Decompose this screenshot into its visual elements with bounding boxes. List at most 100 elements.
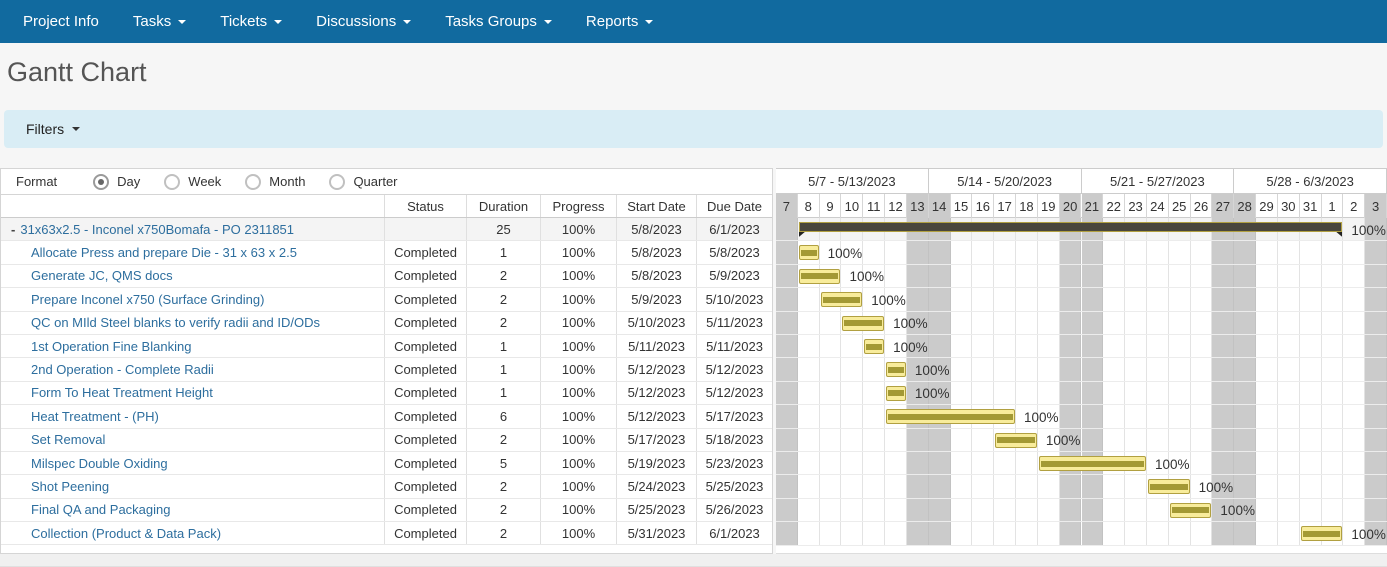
gantt-summary-bar[interactable] [798, 222, 1343, 232]
gantt-task-bar[interactable] [1147, 479, 1190, 495]
collapse-toggle-icon[interactable]: - [11, 221, 16, 237]
due-date-cell: 5/18/2023 [696, 428, 772, 451]
start-date-cell: 5/31/2023 [616, 522, 696, 545]
table-row: Allocate Press and prepare Die - 31 x 63… [1, 241, 772, 265]
gantt-task-bar[interactable] [798, 268, 841, 284]
day-column [1278, 218, 1300, 546]
start-date-cell: 5/8/2023 [616, 218, 696, 241]
start-date-cell: 5/17/2023 [616, 428, 696, 451]
task-name-link[interactable]: 2nd Operation - Complete Radii [31, 362, 214, 378]
gantt-task-bar[interactable] [842, 315, 885, 331]
day-column [1016, 218, 1038, 546]
day-column [798, 218, 820, 546]
radio-icon[interactable] [245, 173, 262, 190]
day-column [863, 218, 886, 546]
format-radio-quarter[interactable]: Quarter [329, 173, 398, 190]
progress-cell: 100% [540, 288, 616, 311]
nav-item-label: Tickets [220, 13, 268, 30]
gantt-bar-percent-label: 100% [871, 292, 906, 308]
nav-item-discussions[interactable]: Discussions [299, 0, 428, 43]
week-range-label: 5/28 - 6/3/2023 [1234, 169, 1387, 194]
row-separator [776, 499, 1387, 523]
gantt-task-bar[interactable] [995, 432, 1037, 448]
format-radio-month[interactable]: Month [245, 173, 305, 190]
task-name-link[interactable]: Set Removal [31, 432, 106, 448]
radio-icon[interactable] [93, 173, 110, 190]
task-name-cell: QC on MIld Steel blanks to verify radii … [1, 315, 384, 330]
progress-cell: 100% [540, 498, 616, 522]
start-date-cell: 5/12/2023 [616, 358, 696, 381]
day-number-label: 28 [1234, 194, 1257, 218]
progress-cell: 100% [540, 358, 616, 381]
task-name-link[interactable]: Shot Peening [31, 478, 110, 494]
navbar: Project Info Tasks Tickets Discussions Tasks… [0, 0, 1387, 43]
day-number-label: 18 [1016, 194, 1038, 218]
nav-item-project-info[interactable]: Project Info [6, 0, 116, 43]
gantt-bar-progress [866, 343, 883, 350]
day-column [841, 218, 864, 546]
gantt-day-header: 7 8 9 10 11 12 13 14 15 16 17 18 19 20 21 22 23 24 25 26 27 2… [776, 194, 1387, 218]
duration-cell: 2 [466, 428, 540, 451]
due-date-cell: 5/11/2023 [696, 311, 772, 334]
gantt-task-bar[interactable] [1038, 456, 1146, 471]
day-column [1300, 218, 1322, 546]
row-separator [776, 522, 1387, 546]
table-row: Final QA and Packaging Completed 2 100% 5/25… [1, 498, 772, 523]
task-name-link[interactable]: Final QA and Packaging [31, 502, 171, 518]
day-number-label: 13 [906, 194, 929, 218]
duration-cell: 2 [466, 522, 540, 545]
filters-dropdown[interactable]: Filters [4, 110, 1383, 148]
day-number-label: 16 [972, 194, 995, 218]
task-name-link[interactable]: Allocate Press and prepare Die - 31 x 63… [31, 245, 297, 261]
task-name-link[interactable]: Generate JC, QMS docs [31, 268, 173, 284]
gantt-task-bar[interactable] [1169, 502, 1212, 518]
radio-icon[interactable] [164, 173, 181, 190]
header-duration: Duration [466, 195, 540, 217]
task-name-link[interactable]: 31x63x2.5 - Inconel x750Bomafa - PO 2311… [20, 221, 295, 237]
gantt-bar-percent-label: 100% [893, 316, 928, 332]
table-row: QC on MIld Steel blanks to verify radii … [1, 311, 772, 335]
duration-cell: 1 [466, 381, 540, 405]
row-separator [776, 335, 1387, 359]
task-name-link[interactable]: QC on MIld Steel blanks to verify radii … [31, 315, 321, 331]
due-date-cell: 5/8/2023 [696, 241, 772, 264]
format-radio-week[interactable]: Week [164, 173, 221, 190]
gantt-task-bar[interactable] [864, 339, 885, 354]
duration-cell: 6 [466, 405, 540, 428]
gantt-bar-progress [1149, 483, 1188, 490]
gantt-task-bar[interactable] [886, 385, 906, 401]
format-radio-day[interactable]: Day [93, 173, 140, 190]
task-name-link[interactable]: Heat Treatment - (PH) [31, 408, 159, 424]
gantt-task-bar[interactable] [886, 362, 906, 378]
gantt-bar-percent-label: 100% [1154, 456, 1190, 472]
gantt-task-bar[interactable] [798, 245, 819, 261]
nav-item-tasks-groups[interactable]: Tasks Groups [428, 0, 569, 43]
task-name-link[interactable]: Prepare Inconel x750 (Surface Grinding) [31, 291, 265, 307]
day-number-label: 22 [1103, 194, 1126, 218]
status-cell: Completed [384, 288, 466, 311]
task-name-link[interactable]: Form To Heat Treatment Height [31, 385, 213, 401]
radio-icon[interactable] [329, 173, 346, 190]
start-date-cell: 5/10/2023 [616, 311, 696, 334]
due-date-cell: 5/11/2023 [696, 334, 772, 358]
task-name-link[interactable]: Collection (Product & Data Pack) [31, 525, 222, 541]
day-number-label: 30 [1278, 194, 1300, 218]
nav-item-tickets[interactable]: Tickets [203, 0, 299, 43]
task-name-link[interactable]: Milspec Double Oxiding [31, 455, 168, 471]
gantt-bar-percent-label: 100% [1351, 526, 1386, 542]
nav-item-reports[interactable]: Reports [569, 0, 671, 43]
caret-down-icon [645, 19, 654, 24]
day-number-label: 29 [1256, 194, 1278, 218]
gantt-task-bar[interactable] [886, 409, 1016, 425]
row-separator [776, 452, 1387, 476]
task-name-link[interactable]: 1st Operation Fine Blanking [31, 338, 192, 354]
nav-item-label: Project Info [23, 13, 99, 30]
row-separator [776, 241, 1387, 265]
header-progress: Progress [540, 195, 616, 217]
gantt-task-bar[interactable] [820, 292, 863, 308]
status-cell: Completed [384, 522, 466, 545]
radio-label: Quarter [353, 174, 398, 189]
table-row: 2nd Operation - Complete Radii Completed 1… [1, 358, 772, 382]
gantt-task-bar[interactable] [1300, 526, 1343, 542]
nav-item-tasks[interactable]: Tasks [116, 0, 203, 43]
